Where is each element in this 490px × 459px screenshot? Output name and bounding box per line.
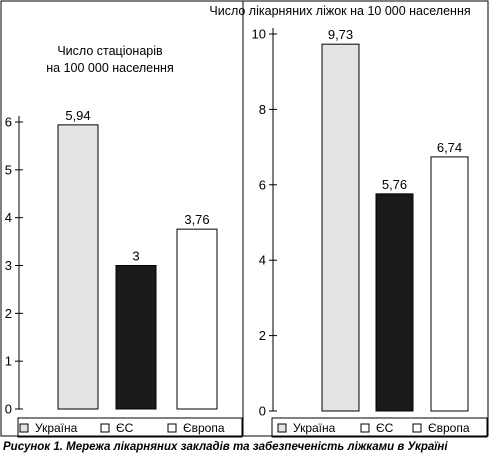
left-legend-label: Європа	[183, 421, 225, 435]
left-legend-swatch	[167, 423, 177, 433]
right-legend-label: Україна	[293, 421, 336, 435]
right-y-tick-label: 0	[259, 404, 266, 419]
right-chart: 0 2 4 6 8 10 9,73 5,76 6,74 Україна ЄС Європа	[252, 27, 488, 438]
left-legend-label: ЄС	[116, 421, 134, 435]
right-legend-swatch	[360, 423, 370, 433]
left-y-tick-label: 0	[5, 402, 12, 417]
right-bar-2	[375, 193, 414, 412]
right-y-tick-label: 4	[259, 253, 266, 268]
left-legend-swatch	[19, 423, 29, 433]
left-bar-2	[115, 265, 157, 410]
right-legend-swatch	[412, 423, 422, 433]
right-y-tick-label: 8	[259, 102, 266, 117]
figure-caption: Рисунок 1. Мережа лікарняних закладів та…	[3, 441, 448, 453]
left-y-tick-label: 4	[5, 210, 12, 225]
right-y-tick-label: 6	[259, 177, 266, 192]
left-legend-box	[17, 417, 243, 438]
right-bar-value-label: 5,76	[382, 177, 407, 192]
left-legend-label: Україна	[35, 421, 78, 435]
left-y-tick-label: 5	[5, 162, 12, 177]
left-y-tick-label: 3	[5, 258, 12, 273]
left-bar-1	[57, 124, 99, 410]
right-bar-value-label: 9,73	[328, 27, 353, 42]
figure-frame	[0, 0, 489, 437]
right-y-tick-label: 2	[259, 328, 266, 343]
right-bar-3	[430, 156, 469, 412]
right-legend-box	[271, 417, 488, 438]
right-bar-value-label: 6,74	[437, 140, 462, 155]
left-chart-title-line1: Число стаціонарів	[57, 44, 163, 58]
left-bar-value-label: 3,76	[184, 212, 209, 227]
right-legend-label: ЄС	[376, 421, 394, 435]
right-bar-1	[321, 43, 360, 412]
right-y-tick-label: 10	[252, 27, 266, 42]
left-bar-value-label: 5,94	[65, 108, 90, 123]
left-chart: 0 1 2 3 4 5 6 5,94 3 3,76 Україна ЄС Європа	[5, 108, 243, 438]
left-y-tick-label: 1	[5, 354, 12, 369]
left-y-tick-label: 2	[5, 306, 12, 321]
left-bar-value-label: 3	[132, 249, 139, 264]
left-bar-3	[176, 228, 218, 410]
right-legend-swatch	[277, 423, 287, 433]
left-chart-title-line2: на 100 000 населення	[46, 61, 173, 75]
right-chart-title: Число лікарняних ліжок на 10 000 населен…	[209, 4, 470, 18]
left-y-tick-label: 6	[5, 115, 12, 130]
left-legend-swatch	[100, 423, 110, 433]
right-legend-label: Європа	[428, 421, 470, 435]
